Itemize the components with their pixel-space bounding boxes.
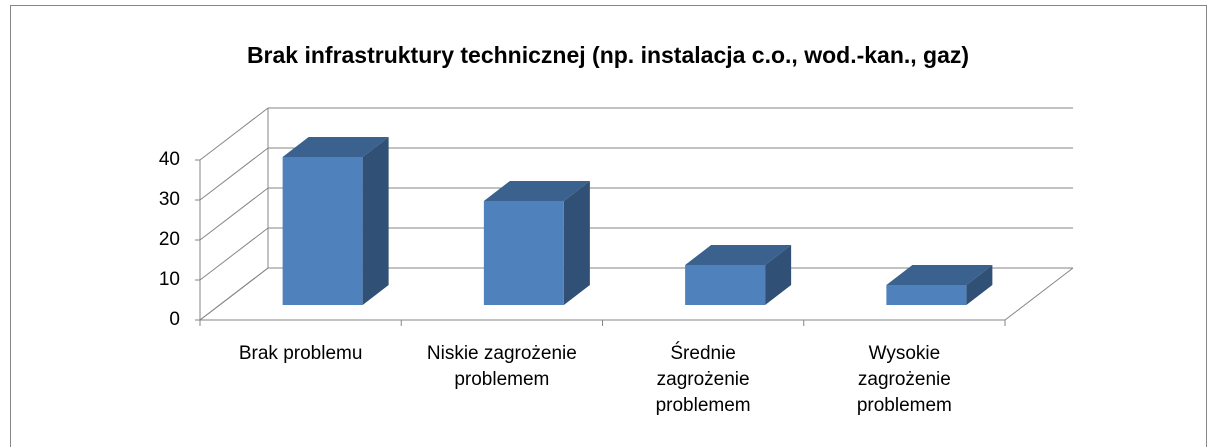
grid-line xyxy=(199,147,269,201)
bar xyxy=(483,201,564,305)
y-tick-label: 0 xyxy=(169,309,180,330)
x-tick-label: Średnie zagrożenie problemem xyxy=(655,343,751,416)
bar-top xyxy=(282,137,389,157)
grid-line xyxy=(199,267,269,321)
x-tick-label: Brak problemu xyxy=(238,343,363,364)
x-tick-label: Wysokie zagrożenie problemem xyxy=(856,343,952,416)
bar xyxy=(685,265,766,305)
grid-line xyxy=(199,227,269,281)
bar-top xyxy=(685,245,792,265)
bar-side xyxy=(563,181,590,305)
bar xyxy=(886,285,967,305)
y-tick-label: 30 xyxy=(159,189,180,210)
chart-title: Brak infrastruktury technicznej (np. ins… xyxy=(247,42,969,68)
bar-side xyxy=(966,265,993,305)
y-tick-label: 40 xyxy=(159,149,180,170)
floor-edge xyxy=(1004,267,1074,321)
bar-top xyxy=(886,265,993,285)
chart-border xyxy=(10,5,1207,447)
x-tick-label: Niskie zagrożenie problemem xyxy=(426,343,577,390)
y-tick-label: 10 xyxy=(159,269,180,290)
grid-line xyxy=(199,187,269,241)
bar-top xyxy=(483,181,590,201)
grid-line xyxy=(199,107,269,161)
y-tick-label: 20 xyxy=(159,229,180,250)
bar-side xyxy=(362,137,389,305)
bar xyxy=(282,157,363,305)
